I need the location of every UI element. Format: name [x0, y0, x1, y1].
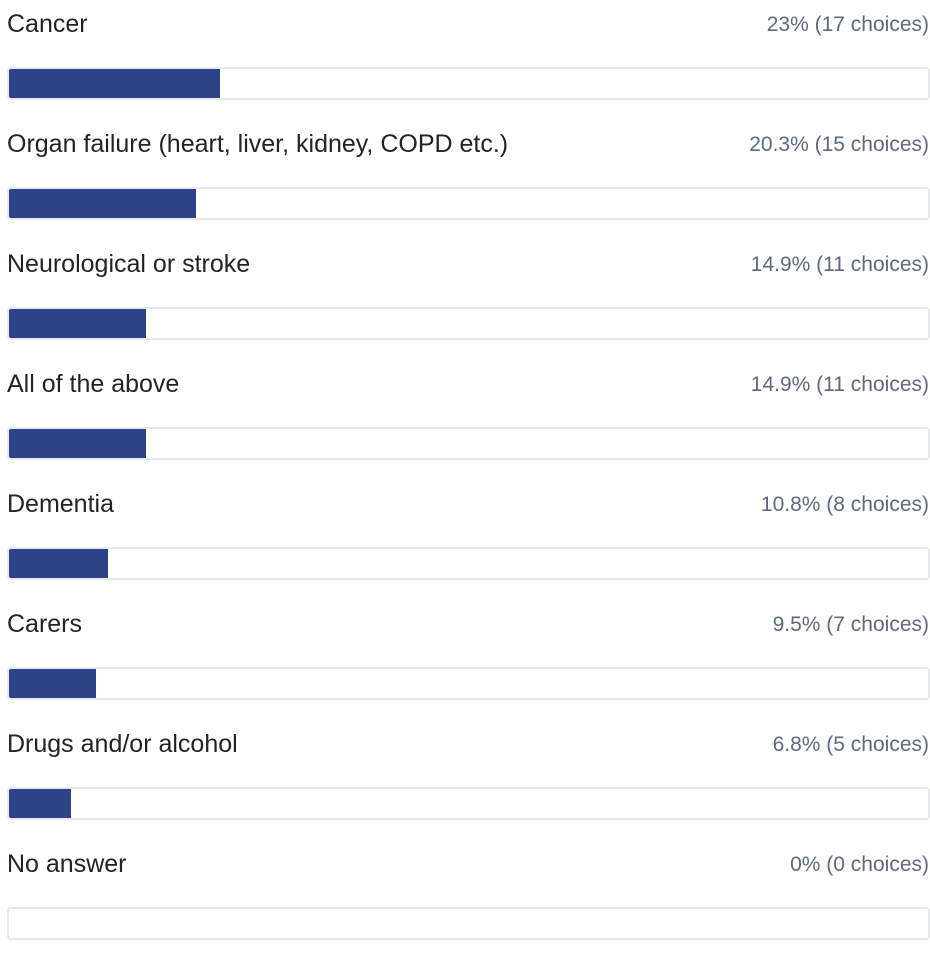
bar-track [7, 787, 930, 820]
option-percentage: 9.5% (7 choices) [772, 613, 929, 636]
bar-fill [9, 69, 221, 98]
option-percentage: 6.8% (5 choices) [772, 733, 929, 756]
option-percentage: 10.8% (8 choices) [760, 493, 929, 516]
option-percentage: 20.3% (15 choices) [749, 133, 929, 156]
option-label: Drugs and/or alcohol [7, 730, 238, 758]
bar-track [7, 307, 930, 340]
bar-fill [9, 549, 109, 578]
bar-track [7, 427, 930, 460]
result-row: No answer 0% (0 choices) [0, 840, 930, 960]
option-percentage: 23% (17 choices) [766, 13, 929, 36]
bar-fill [9, 309, 146, 338]
bar-track [7, 907, 930, 940]
bar-fill [9, 789, 72, 818]
bar-fill [9, 669, 97, 698]
bar-fill [9, 189, 196, 218]
option-percentage: 14.9% (11 choices) [750, 253, 929, 276]
result-row: Organ failure (heart, liver, kidney, COP… [0, 120, 930, 240]
bar-track [7, 67, 930, 100]
result-row: Cancer 23% (17 choices) [0, 0, 930, 120]
option-percentage: 0% (0 choices) [790, 853, 929, 876]
option-label: Neurological or stroke [7, 250, 251, 278]
bar-track [7, 667, 930, 700]
option-label: Cancer [7, 10, 88, 38]
bar-track [7, 547, 930, 580]
result-row: Carers 9.5% (7 choices) [0, 600, 930, 720]
option-label: All of the above [7, 370, 180, 398]
bar-track [7, 187, 930, 220]
option-label: No answer [7, 850, 127, 878]
option-label: Carers [7, 610, 83, 638]
option-percentage: 14.9% (11 choices) [750, 373, 929, 396]
option-label: Dementia [7, 490, 114, 518]
bar-fill [9, 429, 146, 458]
result-row: All of the above 14.9% (11 choices) [0, 360, 930, 480]
result-row: Dementia 10.8% (8 choices) [0, 480, 930, 600]
option-label: Organ failure (heart, liver, kidney, COP… [7, 130, 509, 158]
result-row: Drugs and/or alcohol 6.8% (5 choices) [0, 720, 930, 840]
poll-results: Cancer 23% (17 choices) Organ failure (hea… [0, 0, 930, 940]
result-row: Neurological or stroke 14.9% (11 choices) [0, 240, 930, 360]
